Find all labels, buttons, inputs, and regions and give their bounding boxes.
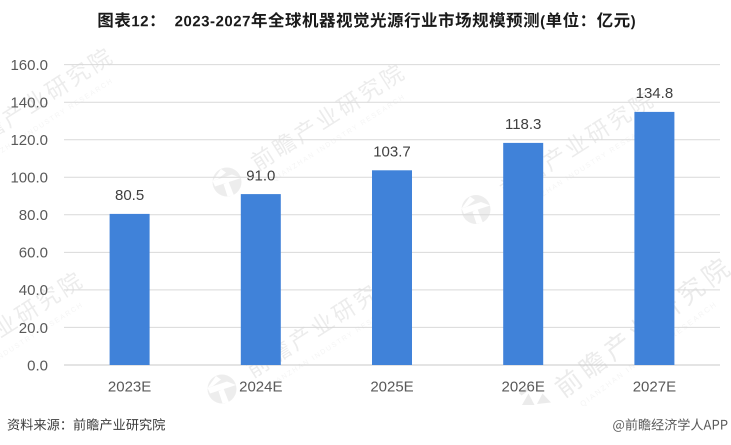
svg-text:2024E: 2024E — [239, 379, 282, 396]
svg-text:2023E: 2023E — [108, 379, 151, 396]
svg-text:160.0: 160.0 — [10, 57, 48, 74]
svg-text:118.3: 118.3 — [505, 116, 541, 133]
svg-text:2026E: 2026E — [502, 379, 545, 396]
svg-text:140.0: 140.0 — [10, 95, 48, 112]
svg-text:60.0: 60.0 — [19, 245, 48, 262]
svg-text:2025E: 2025E — [370, 379, 413, 396]
svg-text:103.7: 103.7 — [373, 144, 411, 161]
svg-text:120.0: 120.0 — [10, 132, 48, 149]
svg-text:2027E: 2027E — [633, 379, 676, 396]
svg-text:80.0: 80.0 — [19, 207, 48, 224]
svg-text:20.0: 20.0 — [19, 320, 48, 337]
svg-text:40.0: 40.0 — [19, 282, 48, 299]
svg-text:134.8: 134.8 — [636, 85, 674, 102]
svg-text:91.0: 91.0 — [246, 167, 275, 184]
svg-text:80.5: 80.5 — [115, 187, 144, 204]
svg-text:0.0: 0.0 — [27, 357, 48, 374]
svg-text:100.0: 100.0 — [10, 170, 48, 187]
